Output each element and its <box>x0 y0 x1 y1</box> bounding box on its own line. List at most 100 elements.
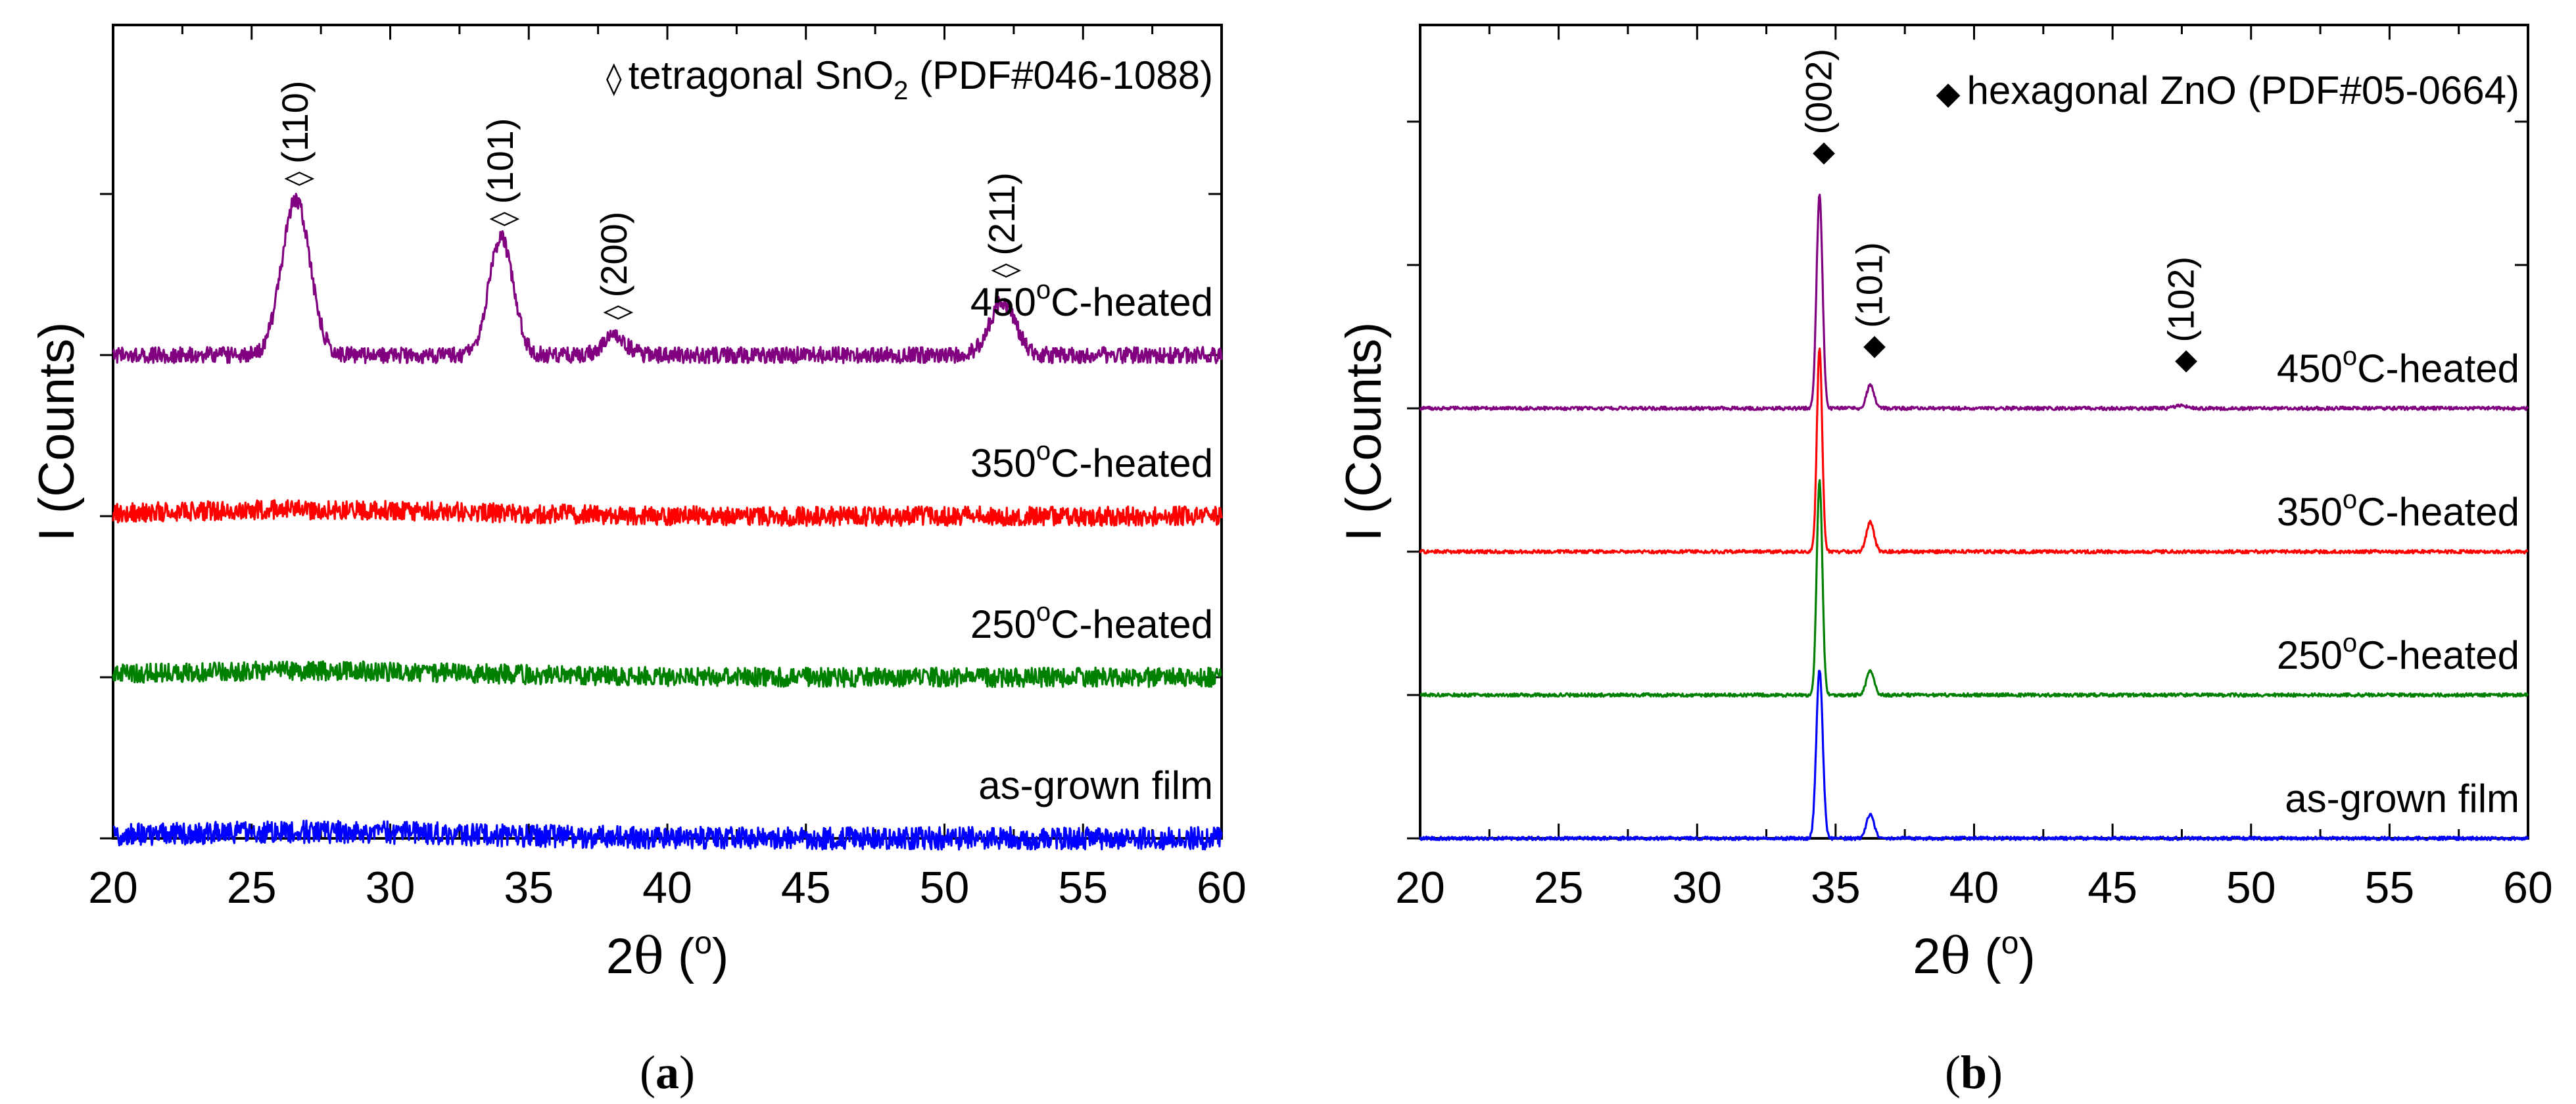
series-label-rest: C-heated <box>1051 280 1213 324</box>
peak-marker-icon: ◊ <box>988 263 1022 277</box>
peak-label-text: (211) <box>981 172 1022 256</box>
panel-caption: (a) <box>640 1046 695 1099</box>
x-label-degree: o <box>2001 926 2019 961</box>
phase-legend-text: tetragonal SnO <box>629 53 894 97</box>
x-tick-label: 55 <box>2365 863 2415 913</box>
phase-legend: ◊ tetragonal SnO2 (PDF#046-1088) <box>606 53 1213 105</box>
peak-label-text: (102) <box>2160 256 2201 343</box>
x-tick-label: 30 <box>366 863 416 913</box>
phase-legend-suffix: (PDF#05-0664) <box>2237 68 2519 112</box>
peak-marker-icon: ◊ <box>281 172 315 186</box>
panel-b: 20 25 30 35 40 45 50 55 60I (Counts)2θ (o)as-gro… <box>1336 24 2553 1099</box>
series-label: 350oC-heated <box>970 437 1213 485</box>
caption-open: ( <box>1945 1046 1961 1099</box>
series-line-2 <box>1419 347 2529 555</box>
x-tick-label: 20 <box>88 863 138 913</box>
x-tick-label: 35 <box>504 863 554 913</box>
peak-label: ◆ (002) <box>1798 49 1839 165</box>
peak-marker-icon: ◆ <box>2167 350 2201 373</box>
x-tick-label: 60 <box>1197 863 1247 913</box>
peak-label-text: (200) <box>593 212 634 298</box>
series-label-temp: 350 <box>2277 490 2343 534</box>
phase-legend-subscript: 2 <box>894 76 908 105</box>
series-label-temp: 250 <box>970 602 1036 646</box>
phase-marker-icon: ◊ <box>606 60 622 97</box>
peak-label-text: (101) <box>1849 242 1890 328</box>
x-tick-label: 50 <box>920 863 970 913</box>
x-tick-label: 60 <box>2503 863 2553 913</box>
x-label-prefix: 2 <box>606 928 634 984</box>
series-line-3 <box>1419 193 2529 412</box>
x-tick-label: 20 <box>1395 863 1445 913</box>
x-label-close: ) <box>712 928 728 984</box>
series-label-degree: o <box>2343 342 2357 371</box>
plot-frame <box>1419 24 2529 840</box>
x-axis-label: 2θ (o) <box>606 926 729 985</box>
panel-a: 20 25 30 35 40 45 50 55 60I (Counts)2θ (o)as-gro… <box>29 24 1247 1099</box>
series-label-rest: C-heated <box>1051 441 1213 485</box>
phase-marker-icon: ◆ <box>1936 75 1961 112</box>
series-label-temp: 350 <box>970 441 1036 485</box>
peak-label-text: (110) <box>274 80 316 164</box>
x-tick-label: 25 <box>1534 863 1584 913</box>
x-tick-label: 40 <box>1949 863 1999 913</box>
peak-marker-icon: ◊ <box>487 212 520 226</box>
series-label: 350oC-heated <box>2277 485 2519 534</box>
peak-label-text: (101) <box>479 118 521 204</box>
x-label-degree: o <box>694 926 712 961</box>
series-label-rest: C-heated <box>2357 347 2519 391</box>
series-line-1 <box>112 660 1222 688</box>
peak-marker-icon: ◆ <box>1805 142 1838 164</box>
series-label-name: as-grown film <box>978 763 1213 807</box>
series-label-rest: C-heated <box>2357 490 2519 534</box>
caption-open: ( <box>640 1046 656 1099</box>
series-label-degree: o <box>1036 598 1051 627</box>
series-label: as-grown film <box>978 763 1213 807</box>
series-label-name: as-grown film <box>2285 777 2519 821</box>
x-tick-label: 50 <box>2226 863 2276 913</box>
phase-legend-text: hexagonal ZnO <box>1967 68 2237 112</box>
series-line-2 <box>112 499 1223 527</box>
y-axis-label: I (Counts) <box>1336 322 1392 542</box>
phase-legend: ◆ hexagonal ZnO (PDF#05-0664) <box>1936 68 2519 112</box>
x-label-open: ( <box>664 928 694 984</box>
peak-marker-icon: ◊ <box>600 305 634 320</box>
peak-label: ◊ (101) <box>479 118 521 226</box>
peak-marker-icon: ◆ <box>1856 336 1890 358</box>
series-line-0 <box>112 819 1223 851</box>
peak-label: ◊ (200) <box>593 212 634 320</box>
x-tick-label: 55 <box>1058 863 1108 913</box>
x-label-theta: θ <box>634 926 664 985</box>
peak-label: ◆ (101) <box>1849 242 1890 358</box>
x-tick-label: 35 <box>1811 863 1861 913</box>
caption-close: ) <box>679 1046 695 1099</box>
series-label-temp: 450 <box>970 280 1036 324</box>
x-label-prefix: 2 <box>1913 928 1940 984</box>
series-label-rest: C-heated <box>1051 602 1213 646</box>
series-label-degree: o <box>1036 437 1051 466</box>
series-label: 450oC-heated <box>2277 342 2519 391</box>
phase-legend-suffix: (PDF#046-1088) <box>908 53 1213 97</box>
series-line-3 <box>112 193 1223 364</box>
series-label: as-grown film <box>2285 777 2519 821</box>
series-label: 250oC-heated <box>970 598 1213 646</box>
series-label-degree: o <box>2343 485 2357 514</box>
series-label-temp: 250 <box>2277 633 2343 677</box>
series-line-1 <box>1419 479 2529 698</box>
x-tick-label: 40 <box>642 863 692 913</box>
x-tick-label: 45 <box>2087 863 2137 913</box>
caption-letter: a <box>656 1046 679 1099</box>
peak-label: ◊ (211) <box>981 172 1022 277</box>
x-tick-label: 30 <box>1672 863 1722 913</box>
x-label-close: ) <box>2018 928 2035 984</box>
x-tick-label: 45 <box>781 863 831 913</box>
x-label-open: ( <box>1970 928 2001 984</box>
x-label-theta: θ <box>1941 926 1971 985</box>
series-label-degree: o <box>2343 629 2357 658</box>
x-tick-label: 25 <box>227 863 277 913</box>
series-label-temp: 450 <box>2277 347 2343 391</box>
x-axis-label: 2θ (o) <box>1913 926 2036 985</box>
caption-close: ) <box>1987 1046 2003 1099</box>
peak-label-text: (002) <box>1798 49 1839 135</box>
